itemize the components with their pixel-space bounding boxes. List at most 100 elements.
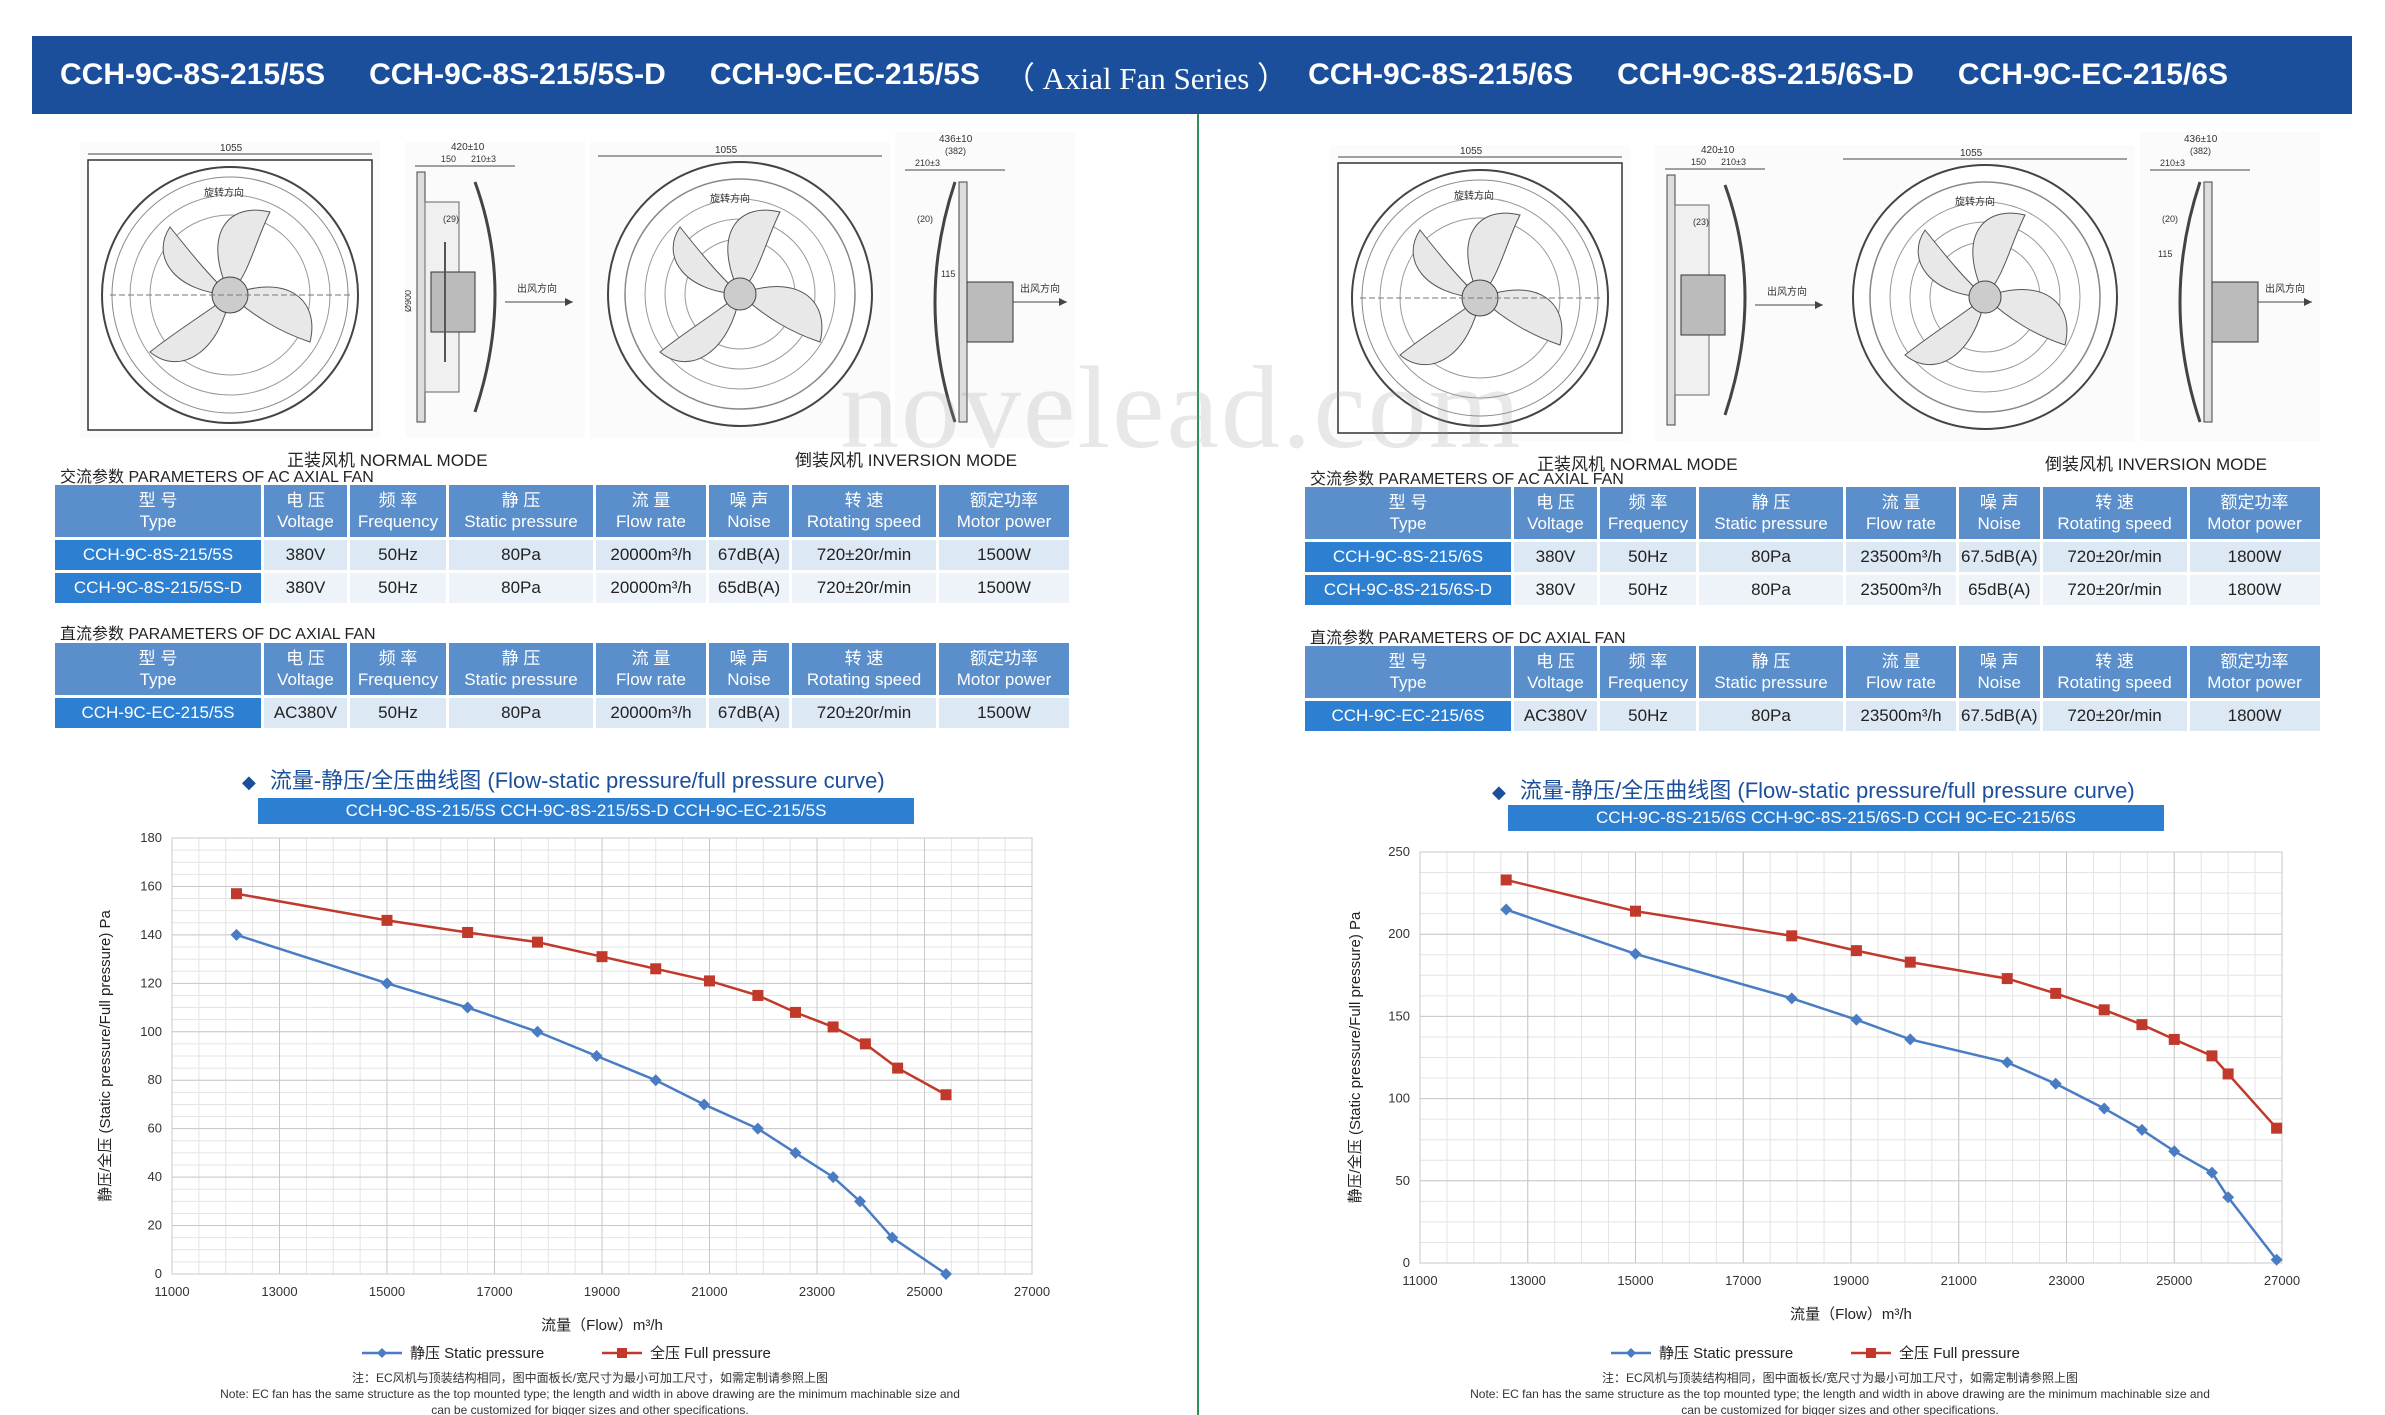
full-pressure-point (650, 963, 662, 975)
dim-text: 1055 (220, 143, 243, 154)
table-cell: 50Hz (350, 698, 446, 728)
static-pressure-point (230, 928, 243, 941)
x-tick-label: 21000 (691, 1284, 727, 1299)
column-header-zh: 转 速 (2095, 493, 2134, 512)
column-header-zh: 额定功率 (2220, 652, 2289, 671)
static-pressure-point (2001, 1056, 2014, 1069)
column-header: 额定功率 Motor power (939, 485, 1069, 537)
column-header: 流 量 Flow rate (596, 485, 706, 537)
static-pressure-point (2205, 1166, 2218, 1179)
column-header-en: Flow rate (1866, 514, 1936, 533)
static-pressure-point (2049, 1077, 2062, 1090)
static-pressure-point (1850, 1013, 1863, 1026)
column-header-en: Static pressure (1714, 514, 1828, 533)
airflow-text: 出风方向 (1020, 282, 1060, 295)
dim-text: 420±10 (1701, 145, 1735, 156)
dc-parameter-table: 型 号 Type 电 压 Voltage 频 率 Frequency 静 压 Static p… (1302, 643, 2323, 734)
dim-text: (382) (2190, 146, 2211, 156)
full-pressure-point (892, 1062, 904, 1074)
column-header-en: Type (139, 670, 177, 689)
y-axis-label: 静压/全压 (Static pressure/Full pressure) Pa (96, 909, 114, 1201)
static-pressure-point (751, 1122, 764, 1135)
column-header: 转 速 Rotating speed (792, 643, 936, 695)
column-header: 电 压 Voltage (264, 643, 347, 695)
column-header-en: Voltage (1527, 673, 1584, 692)
static-pressure-point (461, 1001, 474, 1014)
column-header-zh: 静 压 (1751, 493, 1791, 512)
dim-text: (29) (443, 214, 459, 224)
column-header-en: Type (1389, 514, 1427, 533)
airflow-text: 出风方向 (2265, 282, 2305, 295)
dim-text: (20) (917, 214, 933, 224)
table-cell: 65dB(A) (1959, 575, 2040, 605)
x-tick-label: 27000 (1014, 1284, 1050, 1299)
x-axis-label: 流量（Flow）m³/h (541, 1317, 663, 1334)
table-cell: 1800W (2189, 701, 2320, 731)
column-header: 噪 声 Noise (709, 643, 789, 695)
table-cell: 720±20r/min (792, 698, 936, 728)
column-header-en: Frequency (1607, 514, 1689, 533)
column-header-zh: 额定功率 (970, 491, 1038, 510)
x-tick-label: 21000 (1941, 1273, 1977, 1288)
table-cell: 1500W (939, 698, 1069, 728)
column-header: 噪 声 Noise (1959, 487, 2040, 539)
column-header-en: Frequency (357, 670, 439, 689)
column-header: 额定功率 Motor power (2189, 646, 2320, 698)
model-title: CCH-9C-8S-215/5S (60, 58, 326, 91)
legend-label: 静压 Static pressure (1659, 1345, 1793, 1362)
type-cell: CCH-9C-8S-215/6S-D (1305, 575, 1511, 605)
dim-text: 210±3 (471, 154, 496, 164)
ac-section-title: 交流参数 PARAMETERS OF AC AXIAL FAN (1310, 471, 1624, 488)
column-header: 型 号 Type (1305, 487, 1511, 539)
footnote-en: Note: EC fan has the same structure as t… (220, 1387, 960, 1401)
static-pressure-point (698, 1098, 711, 1111)
static-pressure-point (1500, 903, 1513, 916)
type-cell: CCH-9C-8S-215/6S (1305, 542, 1511, 572)
table-cell: 80Pa (1699, 701, 1843, 731)
column-header-zh: 电 压 (286, 649, 325, 668)
dim-text: 1055 (1460, 146, 1483, 157)
column-header-en: Motor power (956, 670, 1052, 689)
curve-title: ◆ 流量-静压/全压曲线图 (Flow-static pressure/full … (1492, 773, 2135, 805)
dim-text: 115 (941, 269, 955, 279)
column-header-en: Flow rate (616, 670, 686, 689)
y-tick-label: 20 (148, 1218, 162, 1233)
static-pressure-point (381, 977, 393, 990)
table-cell: 67dB(A) (709, 698, 789, 728)
legend-marker (1626, 1348, 1636, 1358)
y-tick-label: 100 (1388, 1091, 1410, 1106)
column-header-zh: 流 量 (631, 649, 671, 668)
static-pressure-point (827, 1171, 840, 1184)
full-pressure-point (2168, 1033, 2180, 1045)
static-pressure-point (2098, 1102, 2111, 1115)
full-pressure-point (1786, 930, 1798, 942)
table-cell: 50Hz (1600, 701, 1696, 731)
table-cell: 50Hz (1600, 542, 1696, 572)
column-header-zh: 转 速 (844, 491, 884, 510)
footnote-zh: 注：EC风机与顶装结构相同，图中面板长/宽尺寸为最小可加工尺寸，如需定制请参照上… (1601, 1371, 2078, 1385)
full-pressure-point (1850, 945, 1862, 957)
dc-section-title: 直流参数 PARAMETERS OF DC AXIAL FAN (60, 626, 376, 643)
column-header: 频 率 Frequency (350, 643, 446, 695)
column-header-zh: 型 号 (138, 649, 178, 668)
model-title: CCH-9C-EC-215/5S (709, 58, 980, 91)
curve-title-text: 流量-静压/全压曲线图 (Flow-static pressure/full p… (269, 768, 885, 793)
legend-marker (377, 1348, 387, 1358)
x-tick-label: 17000 (1725, 1273, 1761, 1288)
column-header: 频 率 Frequency (1600, 646, 1696, 698)
table-cell: 50Hz (1600, 575, 1696, 605)
full-pressure-point (2136, 1019, 2148, 1031)
x-tick-label: 15000 (1617, 1273, 1653, 1288)
static-pressure-point (590, 1050, 603, 1062)
table-cell: AC380V (264, 698, 347, 728)
column-header: 型 号 Type (55, 485, 261, 537)
normal-mode-drawing: 1055 旋转方向 (1330, 145, 1630, 441)
full-pressure-point (2098, 1004, 2110, 1016)
column-header-zh: 静 压 (501, 491, 541, 510)
type-cell: CCH-9C-8S-215/5S-D (55, 573, 261, 603)
y-tick-label: 250 (1388, 844, 1410, 859)
dim-text: 1055 (715, 145, 738, 156)
dim-text: (20) (2162, 214, 2178, 224)
y-tick-label: 120 (140, 975, 162, 990)
column-header: 频 率 Frequency (1600, 487, 1696, 539)
